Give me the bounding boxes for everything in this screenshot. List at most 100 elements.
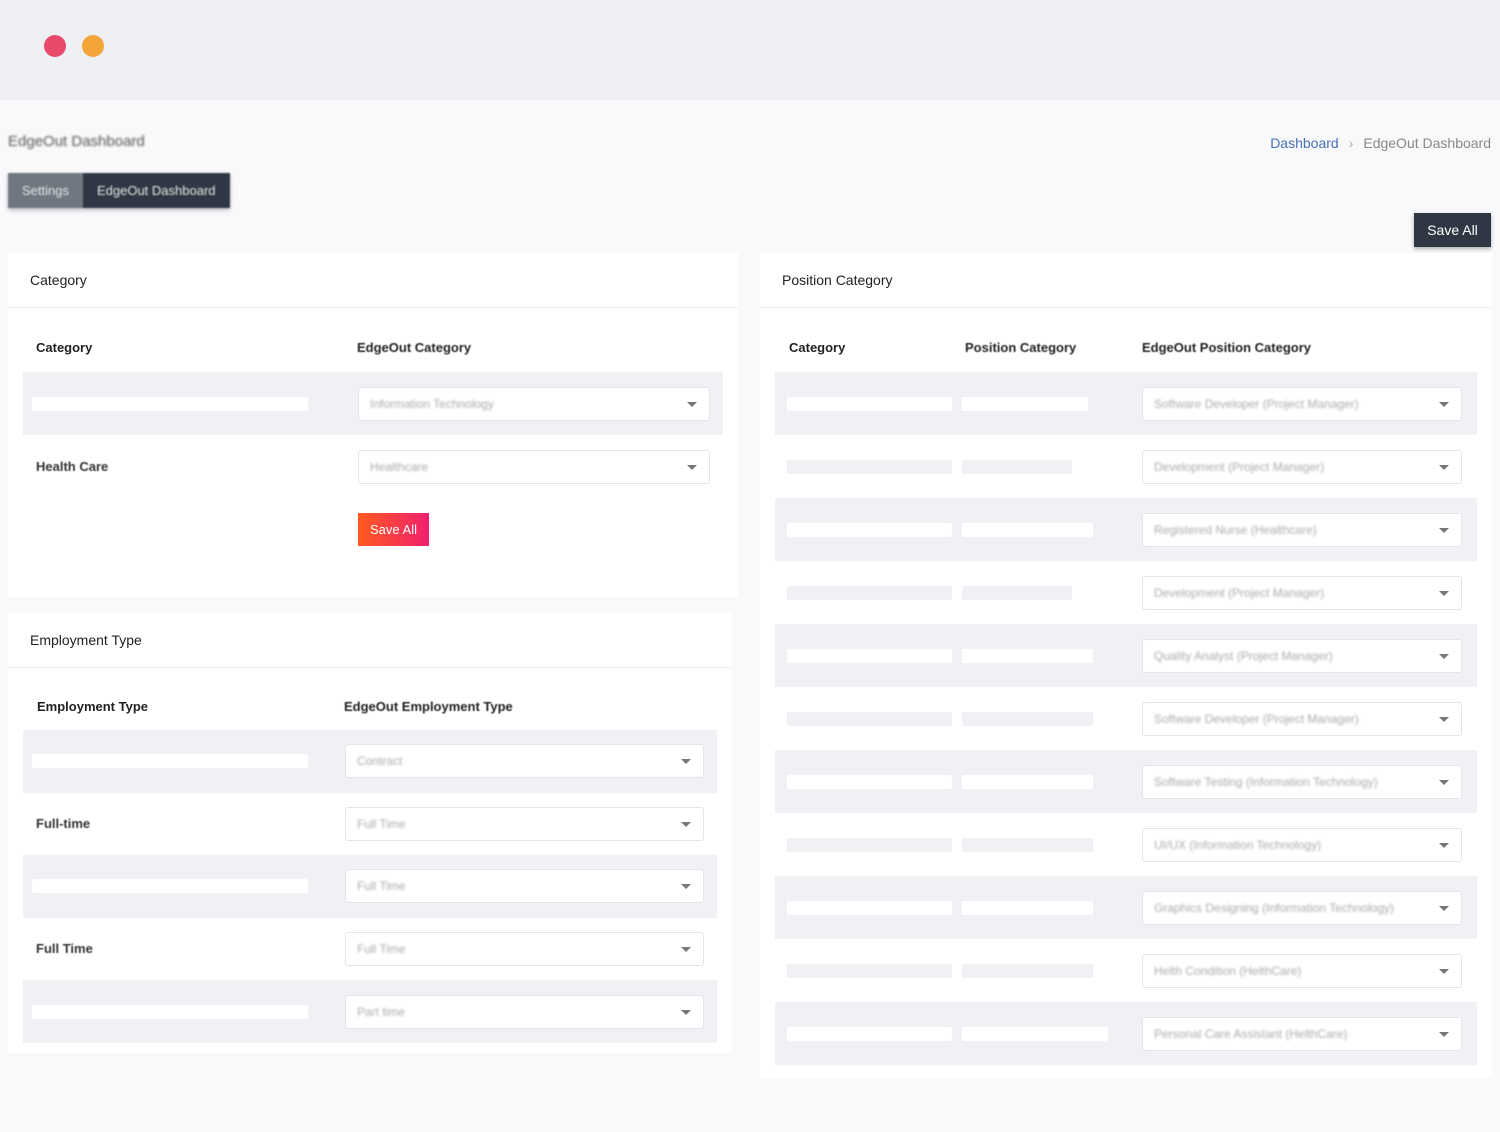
select-value: Graphics Designing (Information Technolo… bbox=[1154, 900, 1394, 915]
table-row: Part time bbox=[23, 980, 717, 1043]
mapping-select[interactable]: Personal Care Assistant (HelthCare) bbox=[1142, 1016, 1462, 1051]
mapping-select[interactable]: Full Time bbox=[345, 932, 704, 967]
table-row: Helth Condition (HelthCare) bbox=[775, 939, 1477, 1002]
mapping-select[interactable]: Helth Condition (HelthCare) bbox=[1142, 953, 1462, 988]
empty-cell bbox=[787, 774, 952, 789]
table-row: Development (Project Manager) bbox=[775, 435, 1477, 498]
position-category-card: Position Category Category Position Cate… bbox=[760, 253, 1492, 1078]
save-all-button[interactable]: Save All bbox=[1414, 213, 1491, 247]
column-header: Category bbox=[789, 340, 846, 355]
empty-cell bbox=[32, 754, 308, 769]
empty-cell bbox=[787, 711, 952, 726]
empty-cell bbox=[787, 963, 952, 978]
table-row: Quality Analyst (Project Manager) bbox=[775, 624, 1477, 687]
mapping-select[interactable]: Contract bbox=[345, 744, 704, 779]
select-value: Full Time bbox=[357, 942, 406, 957]
empty-cell bbox=[787, 648, 952, 663]
mapping-select[interactable]: Development (Project Manager) bbox=[1142, 575, 1462, 610]
empty-cell bbox=[787, 837, 952, 852]
select-value: Development (Project Manager) bbox=[1154, 585, 1325, 600]
chevron-down-icon bbox=[681, 1009, 691, 1015]
empty-cell bbox=[32, 1004, 308, 1019]
empty-cell bbox=[787, 522, 952, 537]
page-title: EdgeOut Dashboard bbox=[8, 133, 145, 150]
select-value: Development (Project Manager) bbox=[1154, 459, 1325, 474]
column-header: EdgeOut Position Category bbox=[1142, 340, 1312, 355]
mapping-select[interactable]: Healthcare bbox=[358, 449, 710, 484]
select-value: Part time bbox=[357, 1004, 406, 1019]
select-value: UI/UX (Information Technology) bbox=[1154, 837, 1322, 852]
mapping-select[interactable]: Software Developer (Project Manager) bbox=[1142, 701, 1462, 736]
select-value: Software Developer (Project Manager) bbox=[1154, 711, 1359, 726]
mapping-select[interactable]: Software Testing (Information Technology… bbox=[1142, 764, 1462, 799]
empty-cell bbox=[962, 522, 1093, 537]
empty-cell bbox=[962, 837, 1093, 852]
tab-settings[interactable]: Settings bbox=[8, 173, 83, 208]
mapping-select[interactable]: Quality Analyst (Project Manager) bbox=[1142, 638, 1462, 673]
mapping-select[interactable]: Full Time bbox=[345, 869, 704, 904]
table-row: Graphics Designing (Information Technolo… bbox=[775, 876, 1477, 939]
table-row: Software Testing (Information Technology… bbox=[775, 750, 1477, 813]
empty-cell bbox=[32, 879, 308, 894]
column-header: Position Category bbox=[965, 340, 1077, 355]
select-value: Healthcare bbox=[370, 459, 429, 474]
mapping-select[interactable]: Development (Project Manager) bbox=[1142, 449, 1462, 484]
select-value: Full Time bbox=[357, 879, 406, 894]
mapping-select[interactable]: Full Time bbox=[345, 806, 704, 841]
mapping-select[interactable]: UI/UX (Information Technology) bbox=[1142, 827, 1462, 862]
chevron-down-icon bbox=[1439, 1031, 1449, 1037]
mapping-select[interactable]: Graphics Designing (Information Technolo… bbox=[1142, 890, 1462, 925]
chevron-down-icon bbox=[1439, 590, 1449, 596]
tab-edgeout-dashboard[interactable]: EdgeOut Dashboard bbox=[82, 173, 230, 208]
select-value: Software Developer (Project Manager) bbox=[1154, 396, 1359, 411]
column-header: EdgeOut Category bbox=[357, 340, 472, 355]
select-value: Software Testing (Information Technology… bbox=[1154, 774, 1378, 789]
empty-cell bbox=[962, 459, 1072, 474]
chevron-down-icon bbox=[1439, 716, 1449, 722]
table-row: Contract bbox=[23, 730, 717, 793]
category-save-all-button[interactable]: Save All bbox=[358, 513, 429, 546]
table-row: Information Technology bbox=[23, 372, 723, 435]
mapping-select[interactable]: Part time bbox=[345, 994, 704, 1029]
empty-cell bbox=[962, 711, 1093, 726]
minimize-window-dot[interactable] bbox=[82, 35, 104, 57]
empty-cell bbox=[962, 774, 1093, 789]
mapping-select[interactable]: Information Technology bbox=[358, 386, 710, 421]
select-value: Full Time bbox=[357, 816, 406, 831]
table-row: Software Developer (Project Manager) bbox=[775, 687, 1477, 750]
chevron-down-icon bbox=[1439, 527, 1449, 533]
row-label: Full Time bbox=[36, 941, 93, 957]
select-value: Registered Nurse (Healthcare) bbox=[1154, 522, 1317, 537]
close-window-dot[interactable] bbox=[44, 35, 66, 57]
empty-cell bbox=[962, 648, 1093, 663]
breadcrumb: Dashboard › EdgeOut Dashboard bbox=[1270, 135, 1491, 151]
table-row: Software Developer (Project Manager) bbox=[775, 372, 1477, 435]
card-title: Position Category bbox=[760, 253, 1492, 308]
chevron-down-icon bbox=[1439, 401, 1449, 407]
column-header: Category bbox=[36, 340, 93, 355]
row-label: Full-time bbox=[36, 815, 91, 831]
chevron-down-icon bbox=[687, 401, 697, 407]
chevron-down-icon bbox=[1439, 968, 1449, 974]
select-value: Quality Analyst (Project Manager) bbox=[1154, 648, 1333, 663]
empty-cell bbox=[962, 963, 1093, 978]
empty-cell bbox=[962, 585, 1072, 600]
column-header: Employment Type bbox=[37, 699, 149, 714]
breadcrumb-dashboard[interactable]: Dashboard bbox=[1270, 135, 1339, 151]
breadcrumb-current: EdgeOut Dashboard bbox=[1363, 135, 1491, 151]
mapping-select[interactable]: Registered Nurse (Healthcare) bbox=[1142, 512, 1462, 547]
employment-type-card: Employment Type Employment Type EdgeOut … bbox=[8, 613, 732, 1053]
empty-cell bbox=[787, 459, 952, 474]
category-card: Category Category EdgeOut Category Save … bbox=[8, 253, 738, 597]
chevron-down-icon bbox=[681, 759, 691, 765]
card-title: Category bbox=[8, 253, 738, 308]
table-row: Full Time Full Time bbox=[23, 918, 717, 981]
empty-cell bbox=[787, 900, 952, 915]
chevron-down-icon bbox=[687, 464, 697, 470]
select-value: Information Technology bbox=[370, 396, 494, 411]
empty-cell bbox=[787, 1026, 952, 1041]
chevron-down-icon bbox=[1439, 464, 1449, 470]
mapping-select[interactable]: Software Developer (Project Manager) bbox=[1142, 386, 1462, 421]
empty-cell bbox=[32, 396, 308, 411]
select-value: Contract bbox=[357, 754, 403, 769]
